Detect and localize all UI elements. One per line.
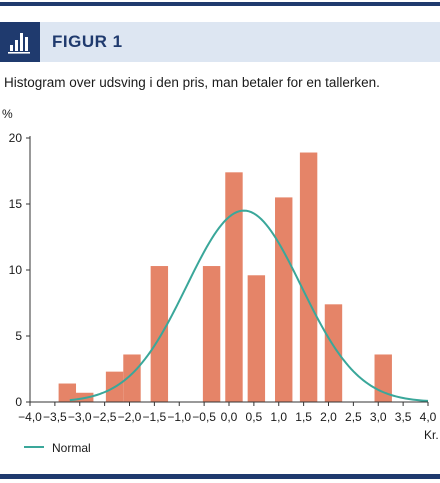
x-tick-label-3: −2,5 xyxy=(93,410,117,424)
y-tick-label-10: 10 xyxy=(9,263,23,277)
legend-label-normal: Normal xyxy=(52,441,91,455)
histogram-bar-5 xyxy=(202,266,221,402)
x-tick-label-4: −2,0 xyxy=(118,410,142,424)
x-tick-label-5: −1,5 xyxy=(143,410,167,424)
top-rule xyxy=(0,2,440,6)
x-tick-label-6: −1,0 xyxy=(167,410,191,424)
bottom-rule xyxy=(0,474,440,479)
histogram-bar-10 xyxy=(324,304,343,402)
histogram-bar-8 xyxy=(275,197,293,402)
x-axis-unit-label: Kr. xyxy=(424,428,439,442)
x-tick-label-15: 3,5 xyxy=(395,410,412,424)
bar-chart-icon xyxy=(0,22,40,62)
x-tick-label-13: 2,5 xyxy=(345,410,362,424)
y-axis-unit-label: % xyxy=(2,107,13,121)
x-tick-label-9: 0,5 xyxy=(246,410,263,424)
x-tick-label-8: 0,0 xyxy=(221,410,238,424)
histogram-bar-3 xyxy=(123,354,141,402)
histogram-bar-4 xyxy=(150,266,169,402)
x-tick-label-1: −3,5 xyxy=(43,410,67,424)
x-tick-label-0: −4,0 xyxy=(18,410,42,424)
y-tick-label-5: 5 xyxy=(15,329,22,343)
y-tick-label-20: 20 xyxy=(9,131,23,145)
figure-caption: Histogram over udsving i den pris, man b… xyxy=(4,75,380,90)
x-tick-label-16: 4,0 xyxy=(420,410,437,424)
histogram-bar-0 xyxy=(58,383,77,402)
figure-header: FIGUR 1 xyxy=(0,22,440,62)
histogram-chart: % Kr. Normal 0 5 10 15 20 −4,0 −3,5 −3,0 −2,5 −2,… xyxy=(2,107,439,455)
histogram-bar-7 xyxy=(247,275,266,402)
y-tick-label-15: 15 xyxy=(9,197,23,211)
histogram-bar-9 xyxy=(299,152,318,402)
normal-curve xyxy=(69,209,429,402)
x-tick-label-12: 2,0 xyxy=(320,410,337,424)
x-tick-label-7: −0,5 xyxy=(192,410,216,424)
x-tick-label-2: −3,0 xyxy=(68,410,92,424)
y-tick-label-0: 0 xyxy=(15,395,22,409)
x-tick-label-11: 1,5 xyxy=(295,410,312,424)
histogram-bar-6 xyxy=(225,172,243,402)
x-tick-label-10: 1,0 xyxy=(270,410,287,424)
x-tick-label-14: 3,0 xyxy=(370,410,387,424)
chart-legend: Normal xyxy=(24,441,91,455)
figure-label: FIGUR 1 xyxy=(52,32,123,51)
